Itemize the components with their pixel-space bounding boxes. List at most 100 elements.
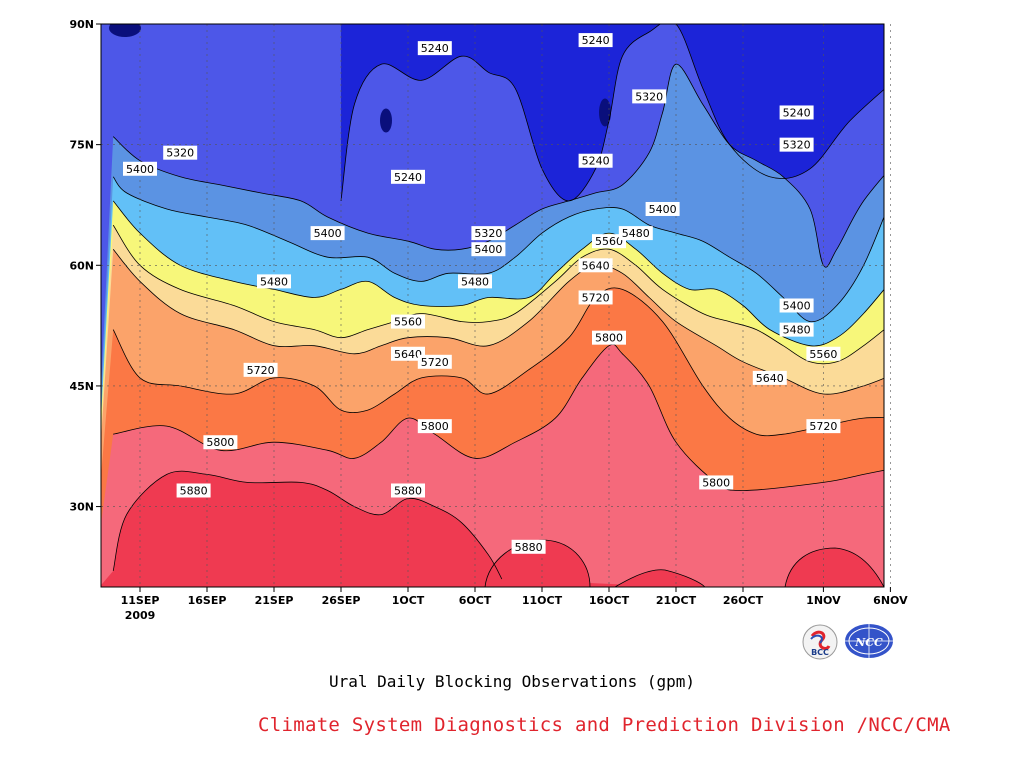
contour-label: 5320: [632, 89, 667, 104]
contour-label-bg: [123, 161, 157, 176]
contour-label: 5720: [806, 419, 841, 434]
contour-label-bg: [806, 419, 841, 434]
contour-label-text: 5720: [582, 291, 610, 304]
contour-label-bg: [257, 274, 291, 289]
x-tick-label: 1NOV: [806, 594, 841, 607]
contour-label-text: 5800: [595, 332, 623, 345]
contour-label-bg: [391, 314, 425, 329]
fill-band-5880-patch: [615, 569, 705, 587]
contour-label: 5320: [471, 226, 506, 241]
contour-label-bg: [645, 201, 680, 216]
x-tick-label: 21OCT: [656, 594, 697, 607]
contour-label: 5720: [417, 354, 452, 369]
contour-label-text: 5400: [474, 243, 502, 256]
contour-label-bg: [176, 483, 211, 498]
contour-label-bg: [592, 330, 626, 345]
contour-label: 5560: [391, 314, 425, 329]
contour-label: 5560: [592, 234, 626, 249]
contour-label: 5240: [391, 169, 425, 184]
contour-label-bg: [752, 370, 787, 385]
x-tick-label: 16SEP: [188, 594, 227, 607]
contour-label: 5480: [257, 274, 291, 289]
contour-label-bg: [578, 258, 613, 273]
contour-label: 5720: [243, 362, 278, 377]
contour-label-bg: [578, 33, 613, 48]
contour-label-text: 5480: [783, 324, 811, 337]
contour-label-bg: [592, 234, 626, 249]
contour-label: 5480: [458, 274, 492, 289]
contour-label-text: 5720: [247, 364, 275, 377]
contour-label-bg: [779, 105, 814, 120]
x-tick-label: 6NOV: [873, 594, 908, 607]
contour-label-text: 5560: [394, 316, 422, 329]
contour-label-bg: [391, 346, 425, 361]
contour-label-text: 5800: [702, 476, 730, 489]
fill-band-5880-patch: [485, 540, 590, 587]
x-axis: 11SEP 16SEP 21SEP 26SEP 1OCT 6OCT 11OCT 16OCT 21…: [121, 587, 908, 607]
contour-lines: [112, 24, 884, 587]
contour-label-text: 5400: [314, 227, 342, 240]
contour-line-5480: [112, 200, 884, 347]
contour-label-bg: [203, 435, 238, 450]
year-label: 2009: [125, 609, 156, 622]
contour-label-text: 5240: [783, 106, 811, 119]
contour-label: 5800: [592, 330, 626, 345]
contour-label: 5320: [779, 137, 814, 152]
contour-label-text: 5320: [474, 227, 502, 240]
contour-label: 5880: [176, 483, 211, 498]
contour-label: 5720: [578, 290, 613, 305]
contour-label-text: 5240: [421, 42, 449, 55]
contour-label-text: 5320: [635, 90, 663, 103]
contour-label: 5240: [779, 105, 814, 120]
contour-label-text: 5560: [595, 235, 623, 248]
plot-frame: [100, 23, 885, 588]
contour-label-text: 5640: [582, 259, 610, 272]
contour-label: 5640: [578, 258, 613, 273]
contour-label-text: 5400: [126, 163, 154, 176]
y-tick-label: 90N: [69, 18, 94, 31]
contour-label-text: 5480: [260, 275, 288, 288]
contour-label: 5400: [779, 298, 814, 313]
contour-label-text: 5640: [756, 372, 784, 385]
contour-label: 5240: [578, 153, 613, 168]
contour-line-5880: [784, 547, 884, 587]
contour-label-text: 5480: [622, 227, 650, 240]
contour-label: 5480: [618, 226, 653, 241]
contour-line-5640: [112, 248, 884, 395]
contour-label: 5240: [578, 33, 613, 48]
contour-label-bg: [618, 226, 653, 241]
fill-pocket: [599, 98, 611, 127]
contour-label: 5560: [806, 346, 841, 361]
contour-label-bg: [163, 145, 198, 160]
contour-label-text: 5880: [180, 484, 208, 497]
x-tick-label: 1OCT: [392, 594, 425, 607]
contour-label-bg: [471, 226, 506, 241]
contour-label-text: 5320: [166, 147, 194, 160]
contour-label-bg: [243, 362, 278, 377]
contour-label-bg: [806, 346, 841, 361]
bcc-logo-text: BCC: [811, 648, 829, 657]
contour-line-5720: [112, 287, 884, 437]
x-tick-label: 26OCT: [723, 594, 764, 607]
y-tick-label: 45N: [69, 380, 94, 393]
contour-label-text: 5720: [421, 356, 449, 369]
contour-label: 5400: [123, 161, 157, 176]
contour-line-5800: [113, 343, 884, 491]
x-tick-label: 6OCT: [459, 594, 492, 607]
contour-label: 5800: [417, 419, 452, 434]
x-tick-label: 21SEP: [255, 594, 294, 607]
x-tick-label: 26SEP: [322, 594, 361, 607]
contour-label-text: 5880: [515, 541, 543, 554]
contour-label-text: 5240: [394, 171, 422, 184]
y-tick-label: 75N: [69, 139, 94, 152]
contour-label-text: 5560: [809, 348, 837, 361]
contour-label: 5400: [310, 226, 345, 241]
contour-label-bg: [417, 354, 452, 369]
contour-label-bg: [578, 153, 613, 168]
x-tick-label: 11OCT: [522, 594, 563, 607]
contour-line-5400: [112, 176, 884, 323]
contour-label: 5400: [645, 201, 680, 216]
fill-pocket: [109, 24, 141, 37]
contour-label-bg: [458, 274, 492, 289]
